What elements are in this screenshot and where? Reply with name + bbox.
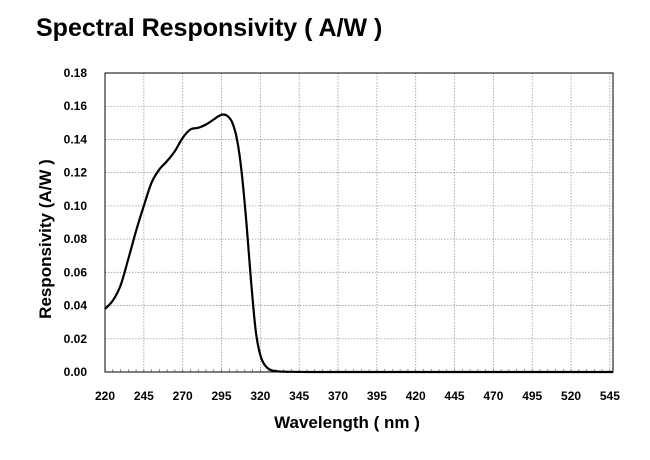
x-tick-label: 370 <box>328 389 348 403</box>
x-tick-label: 270 <box>173 389 193 403</box>
y-tick-label: 0.16 <box>64 99 88 113</box>
y-tick-label: 0.08 <box>64 232 88 246</box>
y-tick-label: 0.18 <box>64 66 88 80</box>
y-tick-label: 0.00 <box>64 365 88 379</box>
x-tick-label: 445 <box>445 389 465 403</box>
x-tick-label: 395 <box>367 389 387 403</box>
x-tick-label: 220 <box>95 389 115 403</box>
y-tick-label: 0.06 <box>64 265 88 279</box>
x-tick-label: 545 <box>600 389 620 403</box>
grid-lines <box>105 73 613 372</box>
y-tick-label: 0.04 <box>64 299 88 313</box>
y-axis-ticks: 0.00 0.02 0.04 0.06 0.08 0.10 0.12 0.14 0.16 0.18 <box>64 66 88 379</box>
y-axis-label: Responsivity (A/W ) <box>36 159 55 319</box>
y-tick-label: 0.12 <box>64 166 88 180</box>
y-tick-label: 0.14 <box>64 132 88 146</box>
x-tick-label: 420 <box>406 389 426 403</box>
plot-area-frame <box>104 72 614 373</box>
x-axis-ticks: 220 245 270 295 320 345 370 395 420 445 470 495 520 5… <box>95 389 620 403</box>
x-tick-label: 295 <box>211 389 231 403</box>
x-tick-label: 520 <box>561 389 581 403</box>
x-tick-label: 345 <box>289 389 309 403</box>
y-tick-label: 0.02 <box>64 332 88 346</box>
page-title: Spectral Responsivity ( A/W ) <box>36 14 383 42</box>
x-tick-label: 470 <box>483 389 503 403</box>
x-tick-label: 245 <box>134 389 154 403</box>
series-layer <box>104 113 613 374</box>
x-axis-label: Wavelength ( nm ) <box>274 413 420 432</box>
responsivity-line <box>104 113 613 374</box>
x-tick-label: 495 <box>522 389 542 403</box>
x-tick-label: 320 <box>250 389 270 403</box>
y-tick-label: 0.10 <box>64 199 88 213</box>
